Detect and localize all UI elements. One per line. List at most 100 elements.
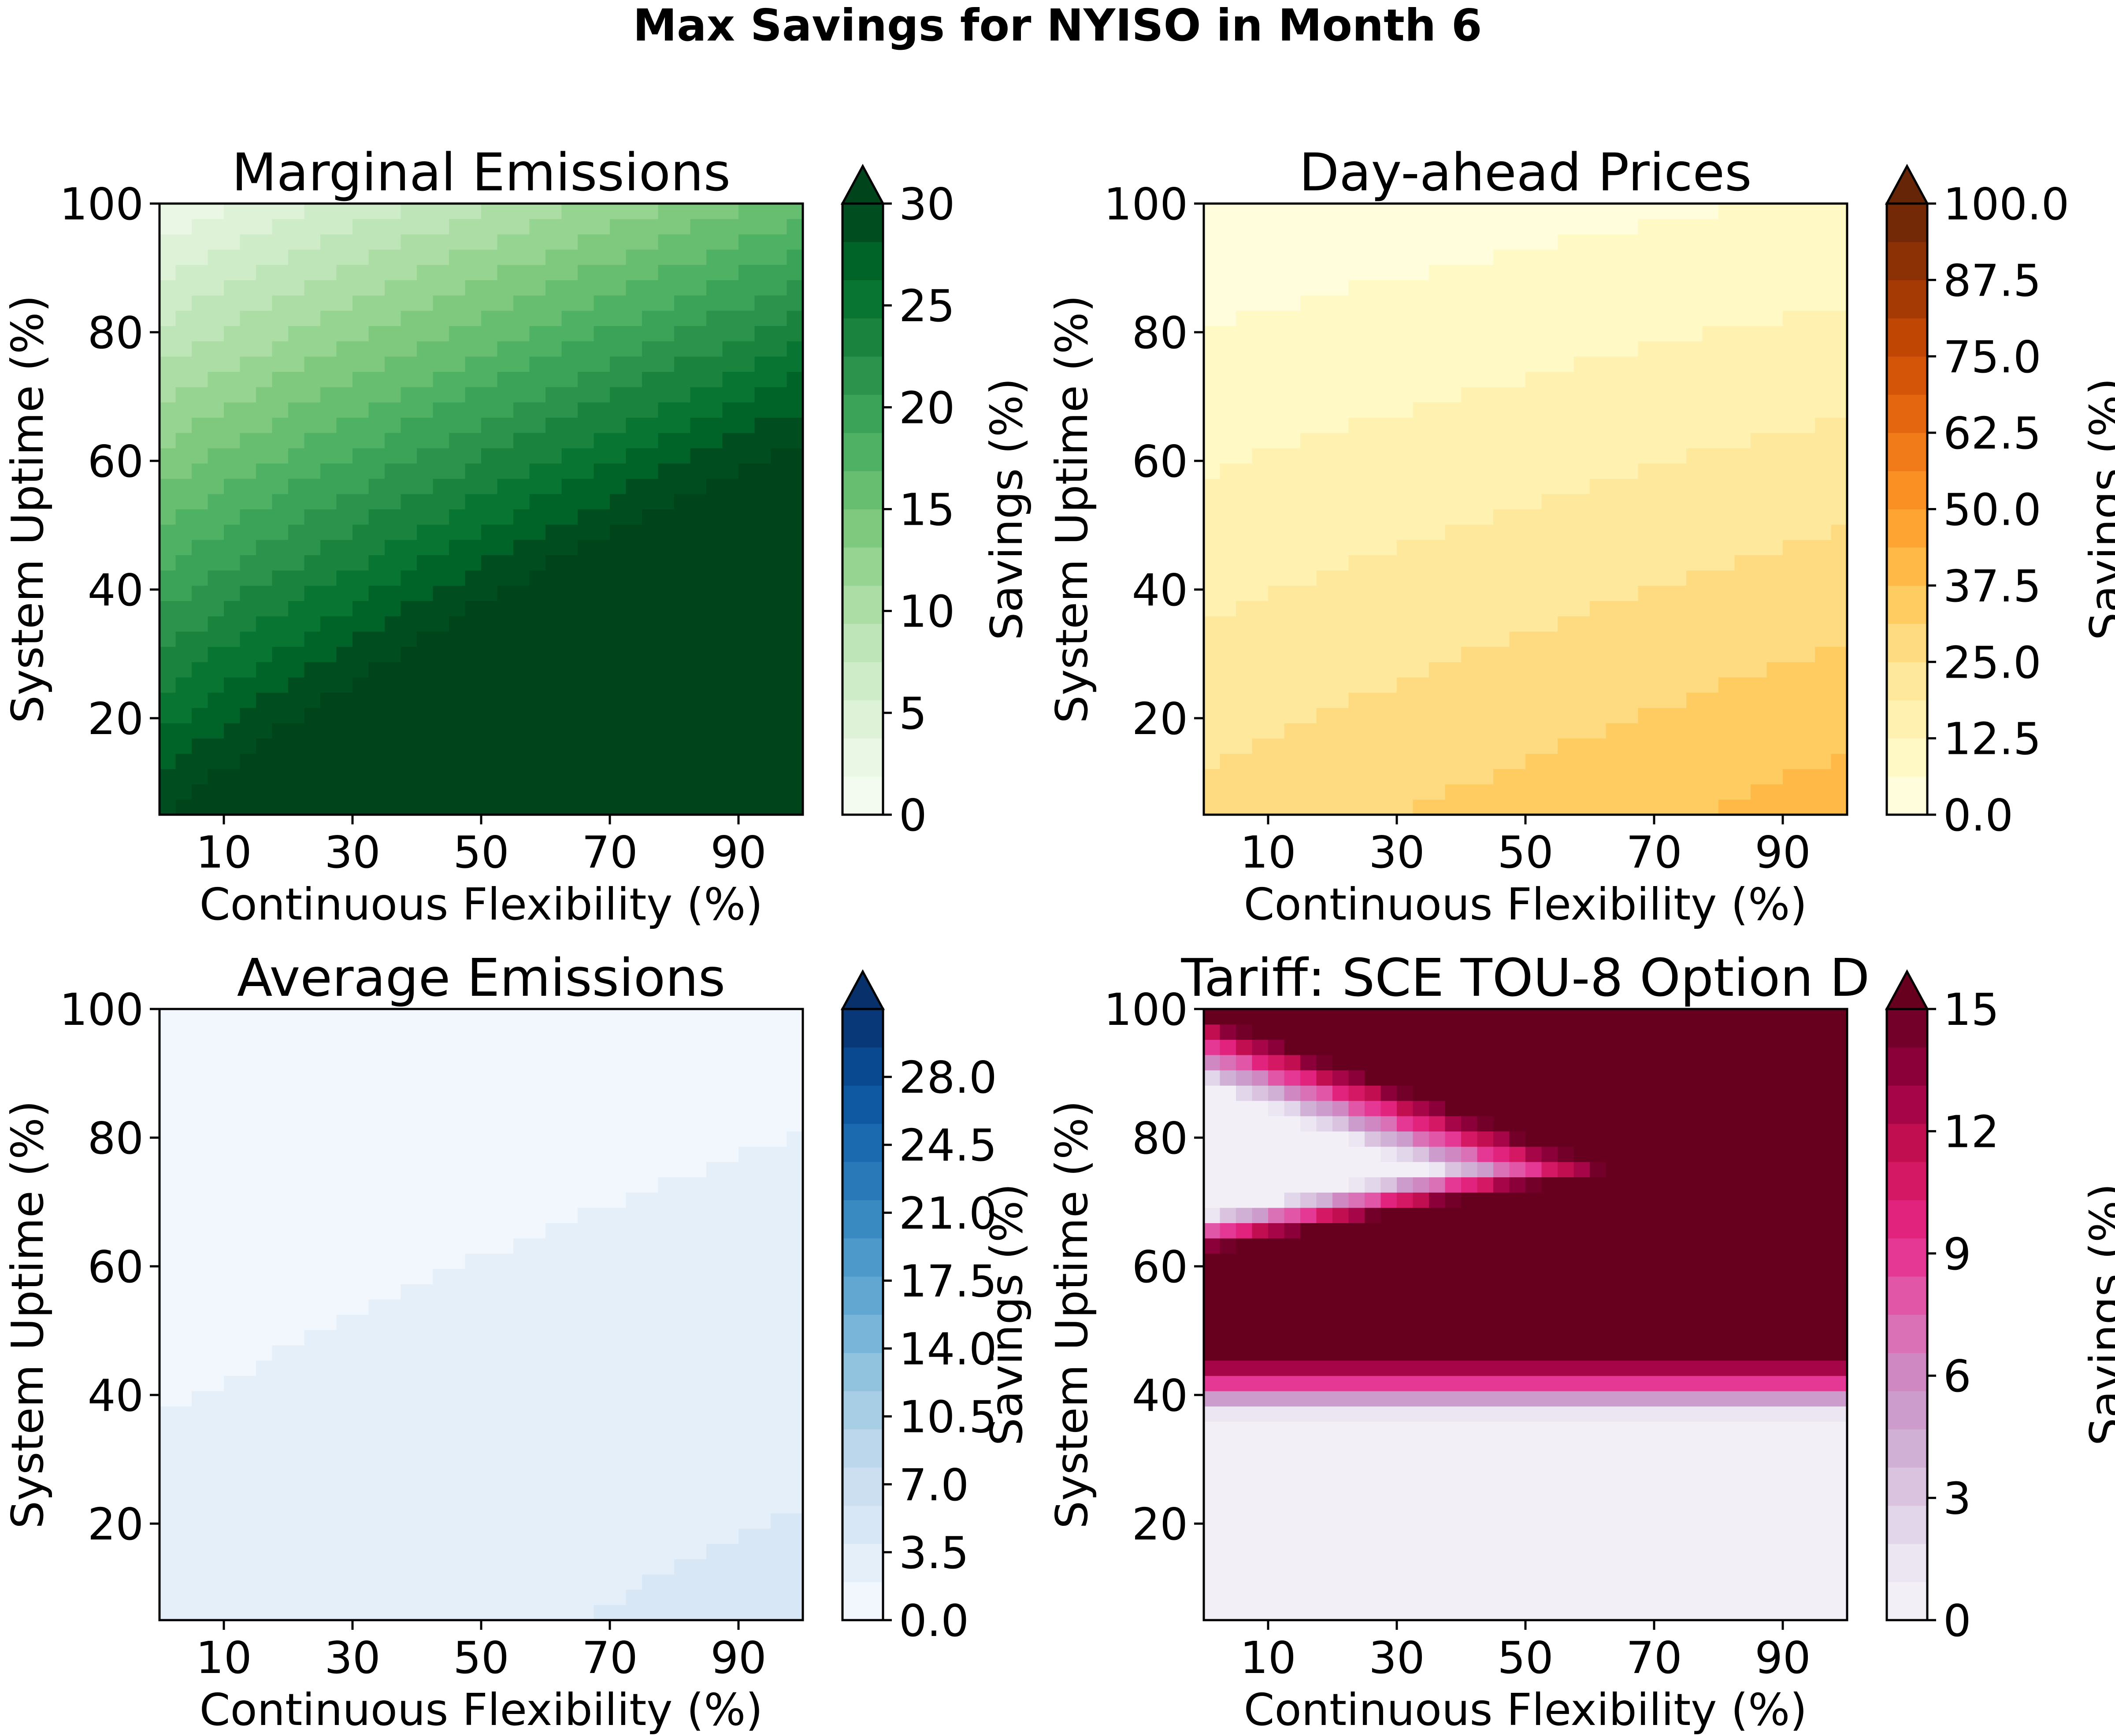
heatmap-cell	[1380, 402, 1397, 418]
heatmap-cell	[224, 310, 241, 326]
heatmap-cell	[385, 219, 401, 234]
heatmap-cell	[529, 371, 546, 387]
heatmap-cell	[706, 295, 723, 311]
heatmap-cell	[1558, 677, 1574, 693]
heatmap-cell	[1783, 387, 1800, 403]
heatmap-cell	[529, 264, 546, 280]
heatmap-cell	[368, 234, 385, 250]
heatmap-cell	[561, 1605, 578, 1621]
heatmap-cell	[1573, 356, 1590, 372]
heatmap-cell	[1686, 341, 1703, 357]
heatmap-cell	[674, 1482, 691, 1499]
heatmap-cell	[690, 1314, 707, 1330]
colorbar-tick-label: 15	[899, 484, 955, 536]
heatmap-cell	[433, 1528, 449, 1544]
y-axis-label: System Uptime (%)	[2, 295, 53, 723]
heatmap-cell	[642, 1421, 659, 1437]
heatmap-cell	[368, 204, 385, 219]
heatmap-cell	[224, 280, 241, 296]
heatmap-cell	[1638, 371, 1655, 387]
heatmap-cell	[626, 1391, 642, 1407]
heatmap-cell	[1365, 463, 1381, 479]
heatmap-cell	[192, 1177, 208, 1193]
heatmap-cell	[545, 1436, 562, 1453]
heatmap-cell	[594, 204, 610, 219]
heatmap-cell	[481, 585, 498, 601]
heatmap-cell	[578, 1330, 594, 1346]
heatmap-cell	[368, 631, 385, 647]
heatmap-cell	[1413, 784, 1429, 800]
heatmap-cell	[1268, 310, 1285, 326]
heatmap-cell	[658, 1528, 675, 1544]
heatmap-cell	[545, 1543, 562, 1559]
heatmap-cell	[256, 1605, 273, 1621]
heatmap-cell	[1397, 463, 1414, 479]
heatmap-cell	[1702, 662, 1719, 678]
heatmap-cell	[433, 1131, 449, 1147]
heatmap-cell	[385, 1605, 401, 1621]
colorbar-segment	[1887, 776, 1927, 815]
heatmap-cell	[513, 1452, 530, 1468]
heatmap-cell	[1525, 479, 1542, 494]
heatmap-cell	[1831, 402, 1848, 418]
heatmap-cell	[545, 1391, 562, 1407]
heatmap-cell	[1493, 219, 1510, 234]
heatmap-cell	[1718, 708, 1735, 723]
heatmap-cell	[642, 493, 659, 510]
heatmap-cell	[1220, 341, 1236, 357]
heatmap-cell	[1509, 585, 1526, 601]
heatmap-cell	[706, 463, 723, 479]
heatmap-cell	[449, 646, 466, 662]
heatmap-cell	[1284, 310, 1301, 326]
heatmap-cell	[674, 280, 691, 296]
heatmap-cell	[240, 555, 256, 571]
heatmap-cell	[690, 1207, 707, 1224]
heatmap-cell	[1734, 264, 1751, 280]
heatmap-cell	[754, 280, 771, 296]
heatmap-cell	[1429, 738, 1446, 754]
heatmap-cell	[401, 433, 417, 449]
heatmap-cell	[529, 1376, 546, 1391]
heatmap-cell	[1413, 539, 1429, 556]
heatmap-cell	[787, 1421, 803, 1437]
heatmap-cell	[1300, 356, 1317, 372]
heatmap-cell	[642, 1482, 659, 1499]
heatmap-cell	[626, 326, 642, 341]
heatmap-cell	[578, 280, 594, 296]
heatmap-cell	[1220, 555, 1236, 571]
heatmap-cell	[1268, 326, 1285, 341]
colorbar-segment	[842, 547, 883, 586]
heatmap-cell	[529, 493, 546, 510]
heatmap-cell	[336, 1009, 353, 1025]
heatmap-cell	[561, 1253, 578, 1269]
heatmap-cell	[1204, 555, 1221, 571]
heatmap-cell	[1670, 387, 1687, 403]
heatmap-cell	[304, 1436, 321, 1453]
heatmap-cell	[465, 1101, 482, 1117]
heatmap-cell	[1477, 479, 1494, 494]
heatmap-cell	[1734, 509, 1751, 525]
heatmap-cell	[417, 509, 434, 525]
heatmap-cell	[738, 1482, 755, 1499]
heatmap-cell	[658, 1116, 675, 1131]
heatmap-cell	[192, 1574, 208, 1590]
heatmap-cell	[272, 1024, 289, 1040]
heatmap-cell	[754, 570, 771, 586]
heatmap-cell	[1606, 219, 1622, 234]
heatmap-cell	[642, 616, 659, 632]
heatmap-cell	[642, 1574, 659, 1590]
heatmap-cell	[578, 692, 594, 708]
heatmap-cell	[449, 1055, 466, 1071]
heatmap-cell	[626, 1467, 642, 1483]
heatmap-cell	[738, 555, 755, 571]
heatmap-cell	[771, 1406, 787, 1422]
heatmap-cell	[1413, 662, 1429, 678]
heatmap-cell	[1332, 753, 1349, 769]
colorbar-tick-label: 5	[899, 688, 927, 739]
heatmap-cell	[192, 1284, 208, 1300]
heatmap-cell	[529, 1085, 546, 1101]
heatmap-cell	[368, 723, 385, 739]
heatmap-cell	[722, 1436, 739, 1453]
heatmap-cell	[1718, 723, 1735, 739]
heatmap-cell	[208, 585, 224, 601]
